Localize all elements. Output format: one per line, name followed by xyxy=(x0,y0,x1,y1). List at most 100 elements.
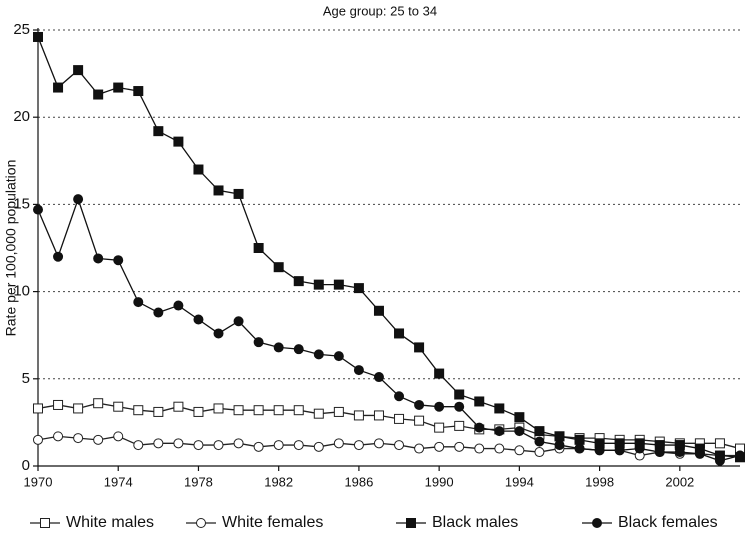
y-tick-label: 5 xyxy=(22,370,30,387)
data-point xyxy=(494,426,505,437)
legend-marker xyxy=(196,518,206,528)
data-point xyxy=(353,440,364,451)
x-tick-label: 1990 xyxy=(425,474,454,489)
data-point xyxy=(153,406,164,417)
data-point xyxy=(454,420,465,431)
data-point xyxy=(333,438,344,449)
data-point xyxy=(313,408,324,419)
data-point xyxy=(434,368,445,379)
data-point xyxy=(73,194,84,205)
data-point xyxy=(333,351,344,362)
y-tick-label: 25 xyxy=(13,21,30,38)
data-point xyxy=(494,403,505,414)
data-point xyxy=(554,431,565,442)
data-point xyxy=(273,342,284,353)
data-point xyxy=(394,413,405,424)
data-point xyxy=(614,445,625,456)
data-point xyxy=(454,389,465,400)
data-point xyxy=(253,243,264,253)
data-point xyxy=(654,447,665,458)
data-point xyxy=(474,396,485,407)
data-point xyxy=(153,126,164,137)
data-point xyxy=(534,436,545,447)
data-point xyxy=(73,403,84,414)
data-point xyxy=(293,276,304,287)
data-point xyxy=(213,403,224,414)
data-point xyxy=(193,314,204,325)
data-point xyxy=(394,328,405,339)
data-point xyxy=(113,431,124,442)
data-point xyxy=(193,440,204,451)
x-tick-label: 1998 xyxy=(585,474,614,489)
data-point xyxy=(213,185,224,196)
data-point xyxy=(674,447,685,458)
legend-label: Black males xyxy=(432,514,518,531)
series-line xyxy=(37,197,741,462)
x-tick-label: 1974 xyxy=(104,474,133,489)
data-point xyxy=(333,406,344,417)
data-point xyxy=(313,349,324,360)
x-tick-label: 1986 xyxy=(344,474,373,489)
data-point xyxy=(93,253,104,264)
data-point xyxy=(414,415,425,426)
data-point xyxy=(33,31,43,42)
data-point xyxy=(233,438,244,449)
data-point xyxy=(373,305,384,316)
data-point xyxy=(253,405,264,416)
data-point xyxy=(735,450,745,461)
data-point xyxy=(514,426,525,437)
data-point xyxy=(113,255,124,266)
data-point xyxy=(434,441,445,452)
data-point xyxy=(454,401,465,412)
data-point xyxy=(353,283,364,294)
y-tick-label: 20 xyxy=(13,108,30,125)
data-point xyxy=(173,300,184,311)
data-point xyxy=(133,86,144,97)
data-point xyxy=(73,433,84,444)
data-point xyxy=(534,447,545,458)
data-point xyxy=(193,164,204,175)
data-point xyxy=(313,279,324,290)
y-tick-label: 0 xyxy=(22,457,30,474)
data-point xyxy=(273,262,284,273)
data-point xyxy=(494,443,505,454)
data-point xyxy=(333,279,344,290)
chart-title: Age group: 25 to 34 xyxy=(323,3,437,18)
data-point xyxy=(474,443,485,454)
data-point xyxy=(33,434,43,445)
x-tick-label: 1982 xyxy=(264,474,293,489)
data-point xyxy=(53,399,64,410)
legend-marker xyxy=(592,518,602,528)
data-point xyxy=(173,438,184,449)
data-point xyxy=(53,82,64,93)
data-point xyxy=(714,438,725,449)
x-tick-label: 2002 xyxy=(665,474,694,489)
data-point xyxy=(233,188,244,199)
data-point xyxy=(193,406,204,417)
data-point xyxy=(253,441,264,452)
legend-marker xyxy=(406,518,416,528)
data-point xyxy=(594,445,605,456)
data-point xyxy=(394,440,405,451)
data-point xyxy=(394,391,405,402)
data-point xyxy=(233,316,244,327)
legend-label: White females xyxy=(222,514,323,531)
data-point xyxy=(353,365,364,376)
data-point xyxy=(53,251,64,262)
data-point xyxy=(33,204,43,215)
data-point xyxy=(253,337,264,348)
data-point xyxy=(113,82,124,93)
series-line xyxy=(37,36,741,458)
data-point xyxy=(414,443,425,454)
data-point xyxy=(293,440,304,451)
x-tick-label: 1970 xyxy=(24,474,53,489)
data-point xyxy=(474,422,485,433)
data-point xyxy=(93,398,104,409)
data-point xyxy=(634,443,645,454)
data-point xyxy=(373,372,384,383)
data-point xyxy=(273,405,284,416)
data-point xyxy=(514,412,525,423)
data-point xyxy=(293,405,304,416)
data-point xyxy=(293,344,304,355)
